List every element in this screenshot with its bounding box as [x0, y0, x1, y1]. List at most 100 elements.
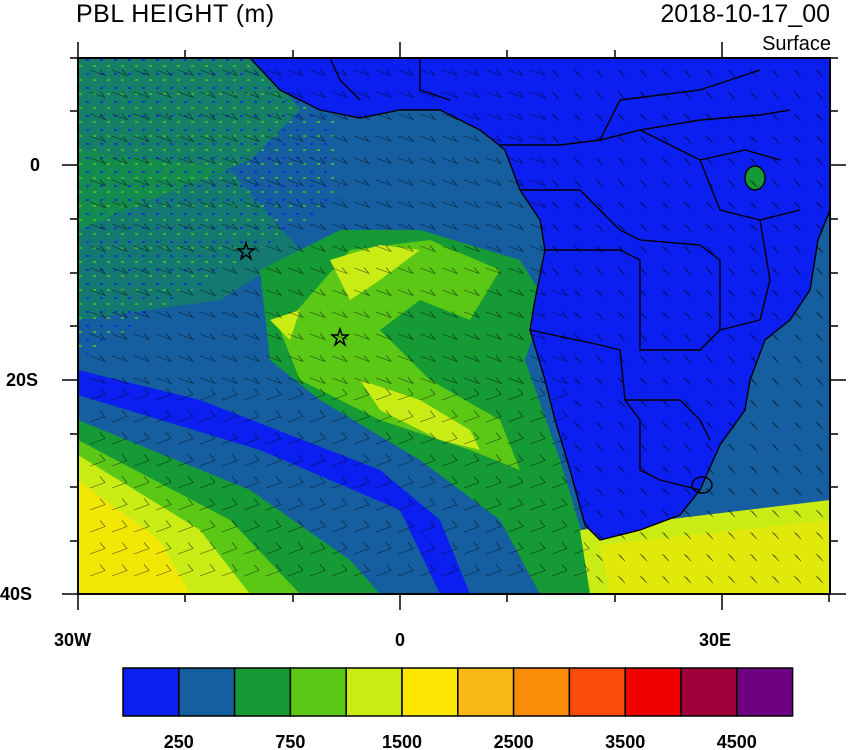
- wind-barb: [815, 465, 824, 474]
- wind-barb: [287, 476, 304, 489]
- wind-barb: [595, 531, 604, 540]
- wind-barb: [529, 355, 546, 363]
- wind-barb: [89, 223, 106, 231]
- wind-barb: [705, 531, 714, 540]
- colorbar-swatch: [122, 667, 180, 717]
- wind-barb: [441, 410, 458, 423]
- wind-barb: [815, 443, 824, 452]
- wind-barb: [89, 520, 106, 533]
- wind-barb: [331, 498, 348, 511]
- wind-barb: [199, 432, 216, 445]
- wind-barb: [265, 289, 282, 297]
- wind-barb: [793, 465, 802, 474]
- wind-barb: [353, 267, 370, 275]
- wind-barb: [133, 179, 150, 187]
- wind-barb: [155, 498, 172, 511]
- wind-barb: [705, 267, 714, 276]
- wind-barb: [661, 245, 670, 254]
- wind-barb: [309, 498, 326, 511]
- wind-barb: [705, 399, 714, 408]
- wind-barb: [463, 410, 480, 423]
- wind-barb: [617, 553, 626, 562]
- wind-barb: [529, 135, 546, 143]
- wind-barb: [793, 157, 802, 166]
- wind-barb: [573, 223, 582, 232]
- wind-barb: [287, 311, 304, 319]
- wind-barb: [89, 498, 106, 511]
- wind-barb: [133, 223, 150, 231]
- wind-barb: [89, 355, 106, 363]
- wind-barb: [705, 289, 714, 298]
- wind-barb: [89, 410, 106, 423]
- wind-barb: [485, 91, 502, 99]
- wind-barb: [507, 311, 524, 319]
- wind-barb: [177, 498, 194, 511]
- wind-barb: [639, 91, 648, 100]
- wind-barb: [287, 498, 304, 511]
- wind-barb: [199, 311, 216, 319]
- wind-barb: [243, 333, 260, 341]
- colorbar-swatch: [568, 667, 626, 717]
- wind-barb: [529, 311, 546, 319]
- wind-barb: [573, 333, 582, 342]
- wind-barb: [683, 311, 692, 320]
- wind-barb: [243, 498, 260, 511]
- wind-barb: [749, 355, 758, 364]
- wind-barb: [375, 311, 392, 319]
- wind-barb: [199, 377, 216, 385]
- wind-barb: [155, 520, 172, 533]
- wind-barb: [419, 267, 436, 275]
- wind-barb: [771, 465, 780, 474]
- wind-barb: [287, 223, 304, 231]
- wind-barb: [727, 289, 736, 298]
- wind-barb: [529, 476, 546, 489]
- wind-barb: [397, 564, 414, 577]
- wind-barb: [199, 333, 216, 341]
- wind-barb: [529, 432, 546, 445]
- wind-barb: [463, 498, 480, 511]
- wind-barb: [771, 575, 780, 584]
- wind-barb: [705, 377, 714, 386]
- wind-barb: [419, 476, 436, 489]
- wind-barb: [595, 245, 604, 254]
- colorbar-swatch: [624, 667, 682, 717]
- wind-barb: [287, 377, 304, 385]
- star-marker-1: [235, 240, 257, 262]
- wind-barb: [177, 520, 194, 533]
- wind-barb: [507, 135, 524, 143]
- lat-label-20s: 20S: [6, 370, 39, 390]
- wind-barb: [617, 421, 626, 430]
- wind-barb: [507, 454, 524, 467]
- wind-barb: [419, 410, 436, 423]
- wind-barb: [529, 377, 546, 385]
- wind-barb: [507, 267, 524, 275]
- field-se-ocean2: [600, 520, 830, 594]
- wind-barb: [309, 135, 326, 143]
- wind-barb: [573, 542, 590, 555]
- wind-barb: [419, 135, 436, 143]
- wind-barb: [529, 454, 546, 467]
- wind-barb: [617, 267, 626, 276]
- wind-barb: [397, 201, 414, 209]
- wind-barb: [573, 179, 582, 188]
- colorbar-swatch: [233, 667, 292, 717]
- wind-barb: [243, 289, 260, 297]
- wind-barb: [573, 498, 590, 511]
- wind-barb: [199, 520, 216, 533]
- wind-barb: [573, 564, 590, 577]
- wind-barb: [705, 201, 714, 210]
- wind-barb: [133, 355, 150, 363]
- wind-barb: [133, 564, 150, 577]
- wind-barb: [133, 476, 150, 489]
- wind-barb: [749, 135, 758, 144]
- wind-barb: [199, 267, 216, 275]
- wind-barb: [463, 355, 480, 363]
- wind-barb: [397, 476, 414, 489]
- wind-barb: [705, 245, 714, 254]
- wind-barb: [639, 311, 648, 320]
- wind-barb: [265, 333, 282, 341]
- wind-barb: [463, 201, 480, 209]
- wind-barb: [397, 454, 414, 467]
- wind-barb: [749, 267, 758, 276]
